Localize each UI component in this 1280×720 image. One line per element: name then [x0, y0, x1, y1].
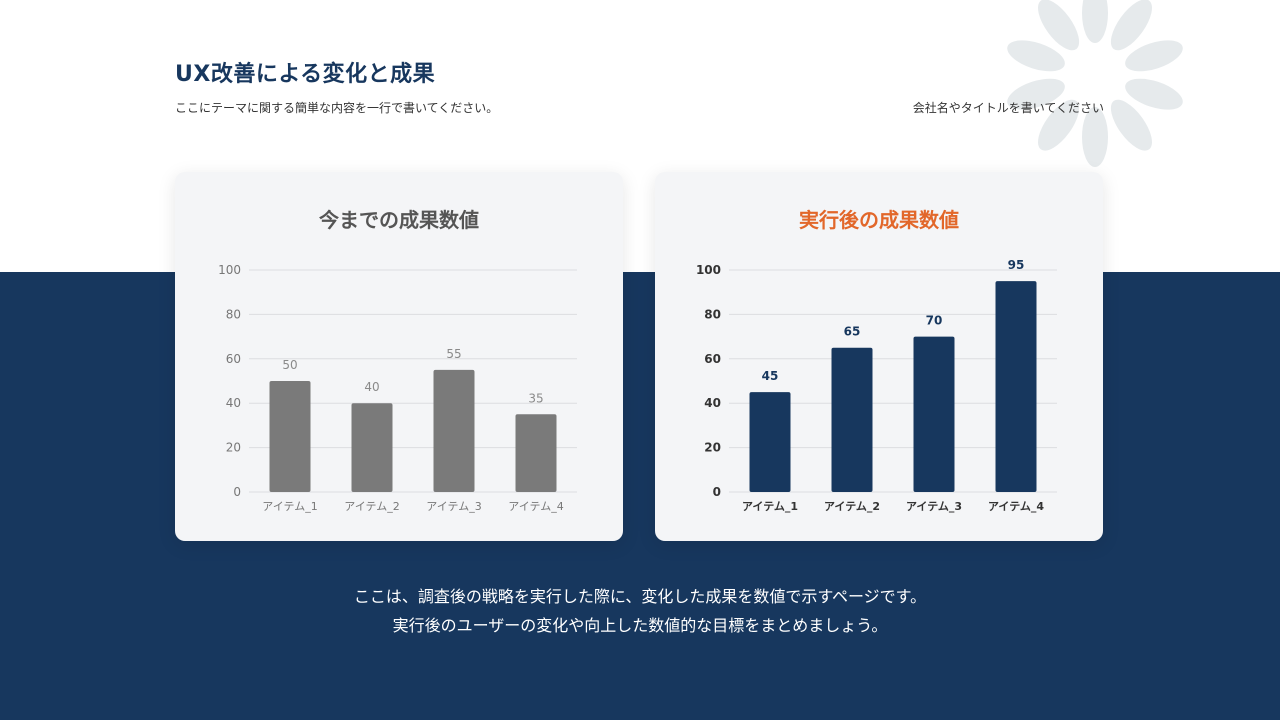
y-tick-label: 0	[713, 485, 721, 499]
data-label: 95	[1008, 258, 1025, 272]
x-tick-label: アイテム_3	[906, 500, 962, 513]
data-label: 35	[528, 391, 543, 405]
footer-line-2: 実行後のユーザーの変化や向上した数値的な目標をまとめましょう。	[392, 616, 888, 635]
data-label: 45	[762, 369, 779, 383]
bar-chart-before: 0 20 40 60 80 100 50 アイテム_1 40 アイテム_2 55 アイテム_3 35 アイ…	[218, 263, 577, 513]
data-label: 55	[446, 347, 461, 361]
x-tick-label: アイテム_1	[742, 500, 798, 513]
chart-card-before: 今までの成果数値 0 20 40 60 80 100 50 アイテム_1 40 アイテム_2 55 ア…	[175, 172, 623, 541]
x-tick-label: アイテム_2	[824, 500, 880, 513]
x-tick-label: アイテム_3	[426, 500, 481, 513]
flower-decoration-icon	[1007, 0, 1183, 167]
y-tick-label: 80	[704, 307, 721, 321]
bar-1	[749, 392, 791, 492]
y-tick-label: 60	[226, 352, 241, 366]
y-tick-label: 0	[233, 485, 241, 499]
bar-4	[515, 414, 557, 492]
y-tick-label: 100	[696, 263, 721, 277]
y-tick-label: 40	[226, 396, 241, 410]
y-tick-label: 100	[218, 263, 241, 277]
bar-3	[913, 336, 955, 492]
y-tick-label: 20	[226, 441, 241, 455]
x-tick-label: アイテム_4	[508, 500, 563, 513]
y-tick-label: 40	[704, 396, 721, 410]
chart-card-after: 実行後の成果数値 0 20 40 60 80 100 45 アイテム_1 65 アイテム_2 70 ア…	[655, 172, 1103, 541]
bar-4	[995, 281, 1037, 492]
page-subtitle: ここにテーマに関する簡単な内容を一行で書いてください。	[175, 101, 499, 115]
chart-title-after: 実行後の成果数値	[799, 208, 959, 232]
x-tick-label: アイテム_2	[344, 500, 399, 513]
bar-3	[433, 369, 475, 492]
x-tick-label: アイテム_4	[988, 500, 1044, 513]
bar-chart-after: 0 20 40 60 80 100 45 アイテム_1 65 アイテム_2 70 アイテム_3 95 アイ…	[696, 258, 1057, 513]
footer-line-1: ここは、調査後の戦略を実行した際に、変化した成果を数値で示すページです。	[353, 587, 927, 606]
y-tick-label: 60	[704, 352, 721, 366]
bar-2	[351, 403, 393, 492]
data-label: 65	[844, 325, 861, 339]
x-tick-label: アイテム_1	[262, 500, 317, 513]
y-tick-label: 20	[704, 441, 721, 455]
company-name: 会社名やタイトルを書いてください	[912, 101, 1104, 115]
data-label: 70	[926, 314, 943, 328]
chart-title-before: 今までの成果数値	[319, 208, 479, 232]
data-label: 50	[282, 358, 297, 372]
footer-description: ここは、調査後の戦略を実行した際に、変化した成果を数値で示すページです。 実行後…	[0, 582, 1280, 640]
y-tick-label: 80	[226, 307, 241, 321]
bar-2	[831, 347, 873, 492]
data-label: 40	[364, 380, 379, 394]
page-title: UX改善による変化と成果	[175, 62, 436, 87]
bar-1	[269, 381, 311, 492]
